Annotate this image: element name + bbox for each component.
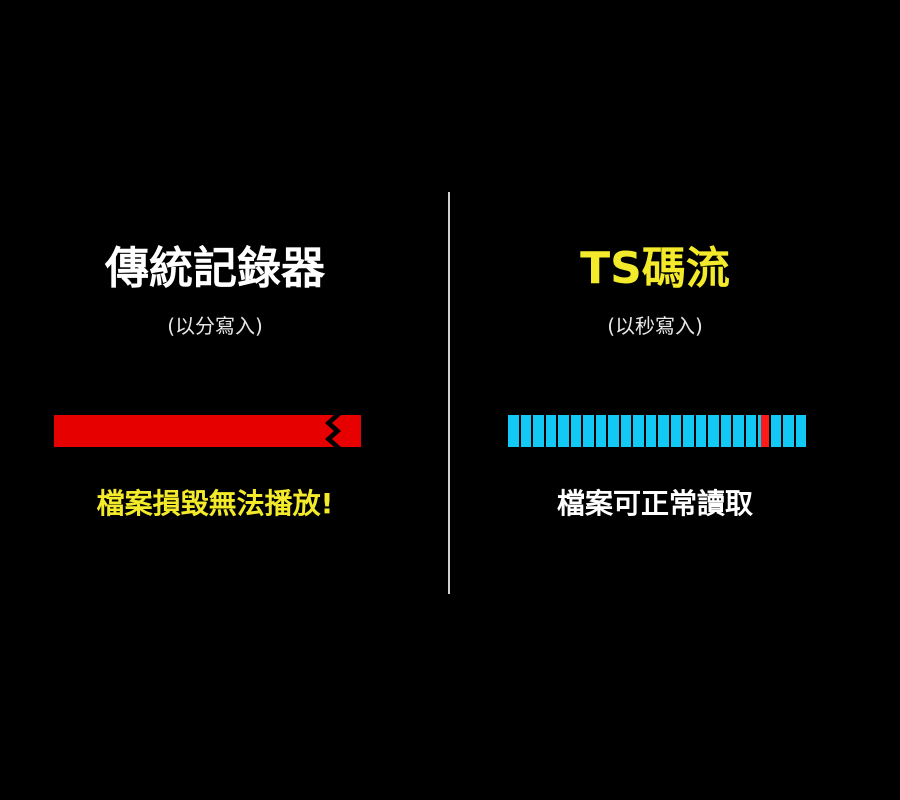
file-segment <box>608 415 619 447</box>
file-segment <box>770 415 781 447</box>
file-segment <box>683 415 694 447</box>
file-segment <box>695 415 706 447</box>
file-segment <box>795 415 806 447</box>
left-title: 傳統記錄器 <box>105 243 325 294</box>
file-segment <box>645 415 656 447</box>
file-segment <box>533 415 544 447</box>
file-segment <box>658 415 669 447</box>
file-segment <box>595 415 606 447</box>
file-segment <box>620 415 631 447</box>
file-segment <box>545 415 556 447</box>
file-segment <box>733 415 744 447</box>
left-result: 檔案損毀無法播放! <box>96 487 334 520</box>
file-segment <box>508 415 519 447</box>
segmented-file-bar <box>508 415 808 447</box>
file-segment <box>783 415 794 447</box>
file-segment <box>633 415 644 447</box>
right-title: TS碼流 <box>580 243 730 294</box>
broken-bar-tail <box>332 415 361 447</box>
broken-bar-main <box>54 415 334 447</box>
file-segment <box>745 415 756 447</box>
right-subtitle: (以秒寫入) <box>607 314 703 338</box>
damaged-segment <box>758 415 769 447</box>
right-result: 檔案可正常讀取 <box>556 487 753 520</box>
file-segment <box>583 415 594 447</box>
file-segment <box>520 415 531 447</box>
left-subtitle: (以分寫入) <box>167 314 263 338</box>
file-segment <box>570 415 581 447</box>
broken-file-bar <box>54 415 361 447</box>
divider <box>448 192 450 594</box>
file-segment <box>670 415 681 447</box>
file-segment <box>558 415 569 447</box>
file-segment <box>708 415 719 447</box>
file-segment <box>720 415 731 447</box>
